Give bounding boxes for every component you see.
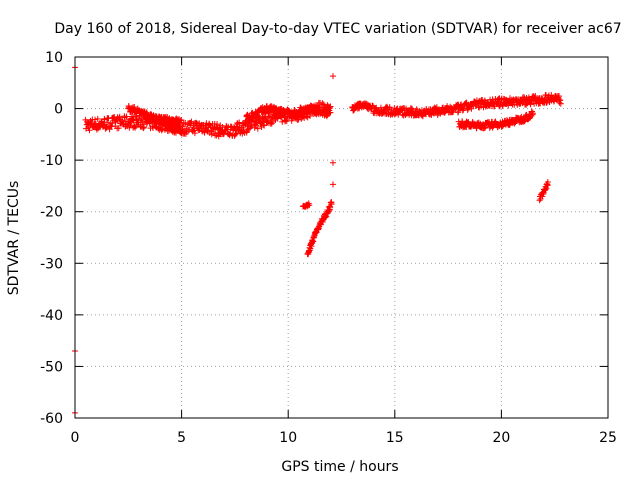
data-point <box>236 119 243 126</box>
x-tick-label: 20 <box>492 430 510 446</box>
data-point <box>531 94 538 101</box>
x-tick-label: 15 <box>386 430 404 446</box>
data-point <box>106 126 113 133</box>
data-point <box>319 100 326 107</box>
data-point <box>556 93 563 100</box>
chart-title: Day 160 of 2018, Sidereal Day-to-day VTE… <box>54 21 621 37</box>
x-tick-label: 10 <box>279 430 297 446</box>
y-tick-label: 0 <box>54 102 63 118</box>
data-point <box>115 125 122 132</box>
data-point <box>329 73 336 80</box>
data-point <box>386 104 393 111</box>
data-point <box>123 113 130 120</box>
data-point <box>427 111 434 118</box>
x-tick-label: 25 <box>599 430 617 446</box>
data-point <box>544 179 551 186</box>
data-point <box>86 127 93 134</box>
data-point <box>227 123 234 130</box>
data-point <box>109 120 116 127</box>
data-point <box>329 181 336 188</box>
data-point <box>327 109 334 116</box>
y-tick-label: -40 <box>40 308 63 324</box>
data-point <box>432 105 439 112</box>
data-point <box>295 113 302 120</box>
data-point <box>327 103 334 110</box>
data-point <box>116 113 123 120</box>
data-points <box>72 64 564 416</box>
data-point <box>459 119 466 126</box>
axis-ticks: 0 5 10 15 20 25 10 0 -10 -20 -30 -40 -50 -60 <box>40 50 617 446</box>
x-axis-label: GPS time / hours <box>281 459 398 475</box>
x-tick-label: 0 <box>71 430 80 446</box>
data-point <box>481 125 488 132</box>
data-point <box>314 226 321 233</box>
data-point <box>214 121 221 128</box>
data-point <box>260 121 267 128</box>
data-point <box>557 97 564 104</box>
data-point <box>141 124 148 131</box>
data-point <box>140 125 147 132</box>
data-point <box>282 117 289 124</box>
data-point <box>455 108 462 115</box>
data-point <box>306 202 313 209</box>
plot-frame <box>74 56 609 419</box>
data-point <box>178 130 185 137</box>
data-point <box>254 125 261 132</box>
data-point <box>557 100 564 107</box>
data-point <box>529 110 536 117</box>
data-point <box>94 115 101 122</box>
data-point <box>191 130 198 137</box>
data-point <box>261 122 268 129</box>
x-tick-label: 5 <box>177 430 186 446</box>
data-point <box>527 101 534 108</box>
y-tick-label: -10 <box>40 153 63 169</box>
y-tick-label: -30 <box>40 256 63 272</box>
data-point <box>92 116 99 123</box>
y-axis-label: SDTVAR / TECUs <box>6 181 22 296</box>
data-point <box>506 122 513 129</box>
data-point <box>242 117 249 124</box>
data-point <box>327 204 334 211</box>
y-tick-label: 10 <box>45 50 63 66</box>
y-tick-label: -60 <box>40 411 63 427</box>
grid-lines <box>75 57 608 418</box>
data-point <box>178 117 185 124</box>
data-point <box>408 105 415 112</box>
y-tick-label: -20 <box>40 205 63 221</box>
data-point <box>83 125 90 132</box>
data-point <box>329 159 336 166</box>
data-point <box>328 201 335 208</box>
data-point <box>254 112 261 119</box>
y-tick-label: -50 <box>40 359 63 375</box>
